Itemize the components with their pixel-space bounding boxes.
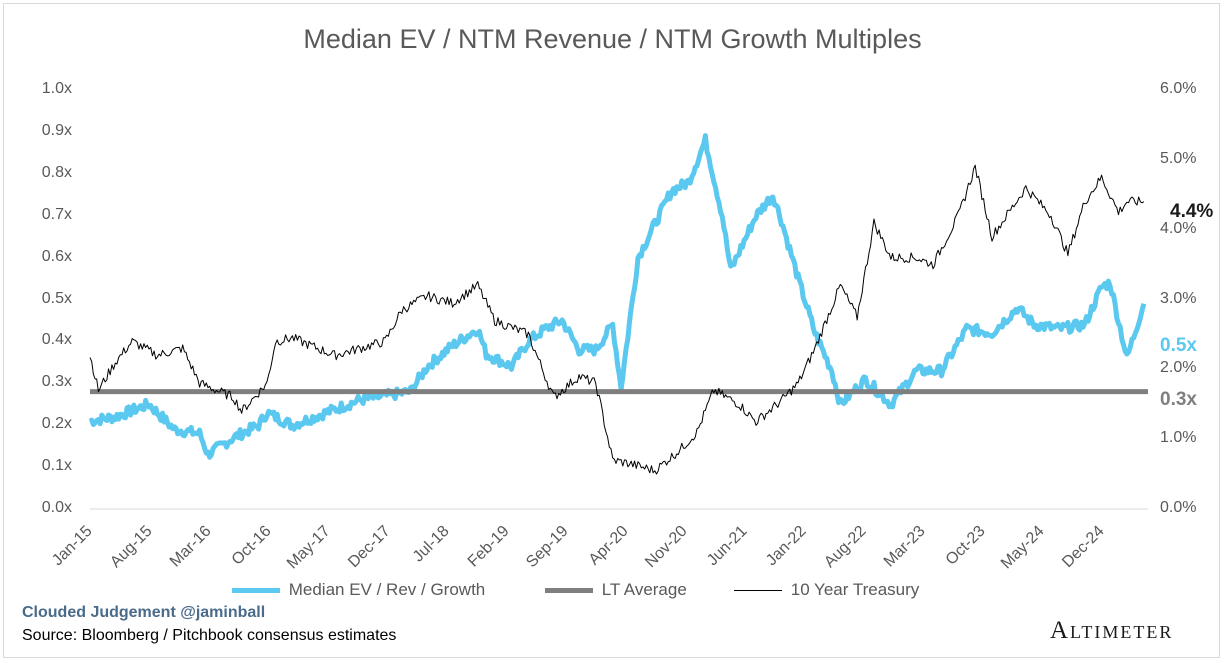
y-left-tick-label: 0.2x (41, 415, 72, 433)
y-left-tick-label: 0.1x (41, 457, 72, 475)
y-left-tick-label: 0.5x (41, 289, 72, 307)
y-left-tick-label: 0.0x (41, 499, 72, 516)
series-line-treasury (89, 164, 1145, 475)
ev-growth-end-label: 0.5x (1160, 335, 1197, 356)
chart-frame (3, 3, 1220, 658)
legend-treasury: 10 Year Treasury (734, 580, 919, 600)
treasury-end-label: 4.4% (1170, 201, 1214, 222)
y-right-tick-label: 4.0% (1160, 219, 1197, 237)
y-right-tick-label: 5.0% (1160, 149, 1197, 167)
y-left-tick-label: 0.8x (41, 163, 72, 181)
source-text: Source: Bloomberg / Pitchbook consensus … (22, 627, 397, 644)
lt-average-end-label: 0.3x (1160, 389, 1197, 410)
y-right-tick-label: 6.0% (1160, 80, 1197, 97)
legend-ev-growth: Median EV / Rev / Growth (232, 580, 485, 600)
legend-swatch-avg (545, 588, 593, 594)
legend-label-tsy: 10 Year Treasury (790, 580, 920, 599)
legend-label-ev: Median EV / Rev / Growth (288, 580, 486, 599)
series-line-ev-growth (88, 133, 1147, 460)
y-left-tick-label: 0.7x (41, 205, 72, 223)
chart-title: Median EV / NTM Revenue / NTM Growth Mul… (303, 24, 922, 54)
credit-text: Clouded Judgement @jaminball (22, 604, 266, 621)
y-right-tick-label: 3.0% (1160, 289, 1197, 307)
y-right-tick-label: 2.0% (1160, 359, 1197, 377)
y-right-tick-label: 0.0% (1160, 499, 1197, 516)
altimeter-logo: Altimeter (1050, 617, 1174, 644)
y-left-tick-label: 0.4x (41, 331, 72, 349)
y-right-tick-label: 1.0% (1160, 429, 1197, 447)
legend-swatch-ev (232, 588, 280, 594)
y-left-tick-label: 0.3x (41, 373, 72, 391)
y-left-tick-label: 0.6x (41, 247, 72, 265)
legend-swatch-tsy (734, 590, 782, 592)
legend-lt-average: LT Average (545, 580, 687, 600)
y-left-tick-label: 0.9x (41, 121, 72, 139)
legend-label-avg: LT Average (601, 580, 687, 599)
y-left-tick-label: 1.0x (41, 80, 72, 97)
